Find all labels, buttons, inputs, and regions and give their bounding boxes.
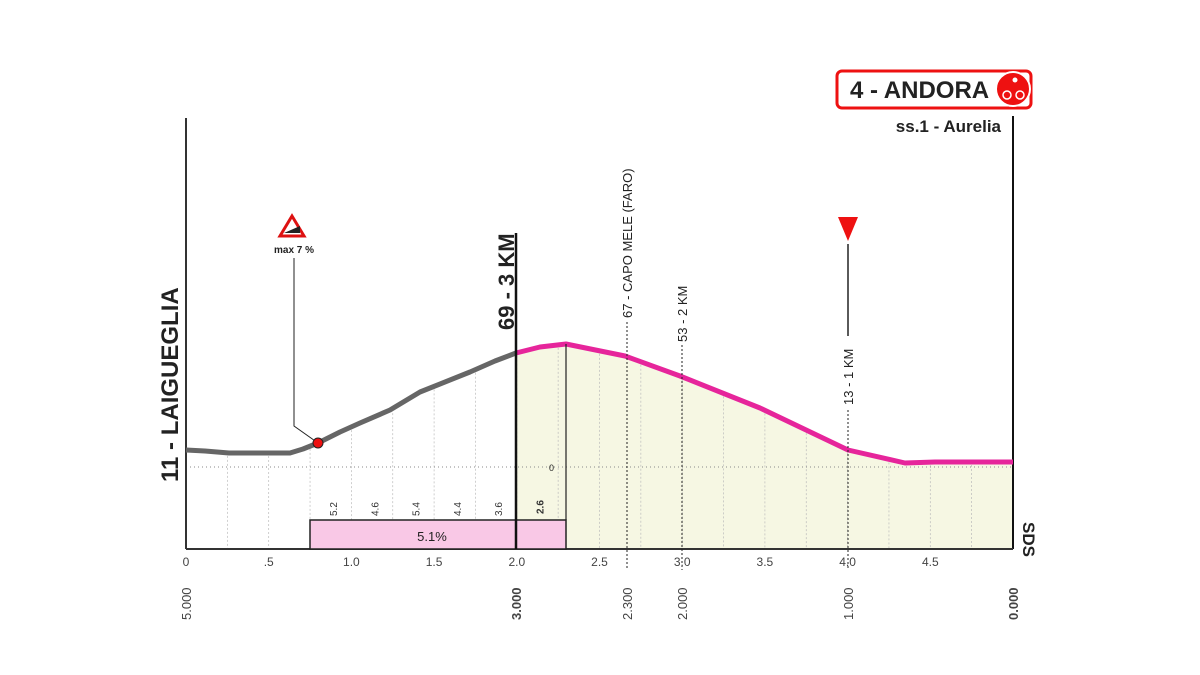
finish-box xyxy=(835,69,1033,110)
segment-gradient: 5.4 xyxy=(412,502,423,516)
x-tick-label: 1.5 xyxy=(426,555,443,569)
distance-axis: 5.000 3.000 2.300 2.000 1.000 0.000 xyxy=(179,587,1021,620)
marker-label: 67 - CAPO MELE (FARO) xyxy=(620,168,635,318)
logo: SDS xyxy=(1019,522,1038,557)
icon-wheel xyxy=(1002,90,1012,100)
max-gradient: max 7 % xyxy=(274,245,314,256)
x-tick-label: 4.0 xyxy=(839,555,856,569)
x-tick-label: 2.5 xyxy=(591,555,608,569)
pointer xyxy=(293,258,319,444)
profile-pink xyxy=(515,341,1013,466)
climb-box xyxy=(309,519,567,550)
segment-gradient: 2.6 xyxy=(536,500,547,514)
climb-average: 5.1% xyxy=(417,529,447,544)
finish-label: 4 - ANDORA xyxy=(850,77,989,104)
segment-gradient: 5.2 xyxy=(329,502,340,516)
profile-gray xyxy=(185,350,517,456)
flamme-rouge xyxy=(838,217,858,241)
distance-label: 1.000 xyxy=(841,587,856,620)
icon-head xyxy=(1012,77,1018,83)
x-tick-label: 1.0 xyxy=(343,555,360,569)
marker-label: 53 - 2 KM xyxy=(675,286,690,342)
x-axis: 0 .5 1.0 1.5 2.0 2.5 3.0 3.5 4.0 4.5 xyxy=(183,555,939,569)
distance-label: 3.000 xyxy=(509,587,524,620)
x-tick-label: 3.0 xyxy=(674,555,691,569)
marker-label: 69 - 3 KM xyxy=(494,233,519,330)
segment-gradient: 3.6 xyxy=(494,502,505,516)
zero-label: 0 xyxy=(549,463,554,473)
finish-road: ss.1 - Aurelia xyxy=(896,117,1002,136)
max-point xyxy=(312,437,324,449)
distance-label: 0.000 xyxy=(1006,587,1021,620)
distance-label: 5.000 xyxy=(179,587,194,620)
segment-gradient: 4.4 xyxy=(453,502,464,516)
x-tick-label: 0 xyxy=(183,555,190,569)
x-tick-label: 4.5 xyxy=(922,555,939,569)
warning-slope xyxy=(284,226,300,233)
icon-wheel xyxy=(1015,90,1025,100)
profile-fill xyxy=(516,344,1013,549)
x-tick-label: .5 xyxy=(264,555,274,569)
x-tick-label: 3.5 xyxy=(757,555,774,569)
segment-gradient: 4.6 xyxy=(370,502,381,516)
marker-label: 13 - 1 KM xyxy=(841,349,856,405)
finish-icon xyxy=(995,71,1031,107)
start-label: 11 - LAIGUEGLIA xyxy=(157,287,184,482)
segments: 5.2 4.6 5.4 4.4 3.6 2.6 xyxy=(329,500,547,516)
distance-label: 2.300 xyxy=(620,587,635,620)
x-tick-label: 2.0 xyxy=(508,555,525,569)
distance-label: 2.000 xyxy=(675,587,690,620)
